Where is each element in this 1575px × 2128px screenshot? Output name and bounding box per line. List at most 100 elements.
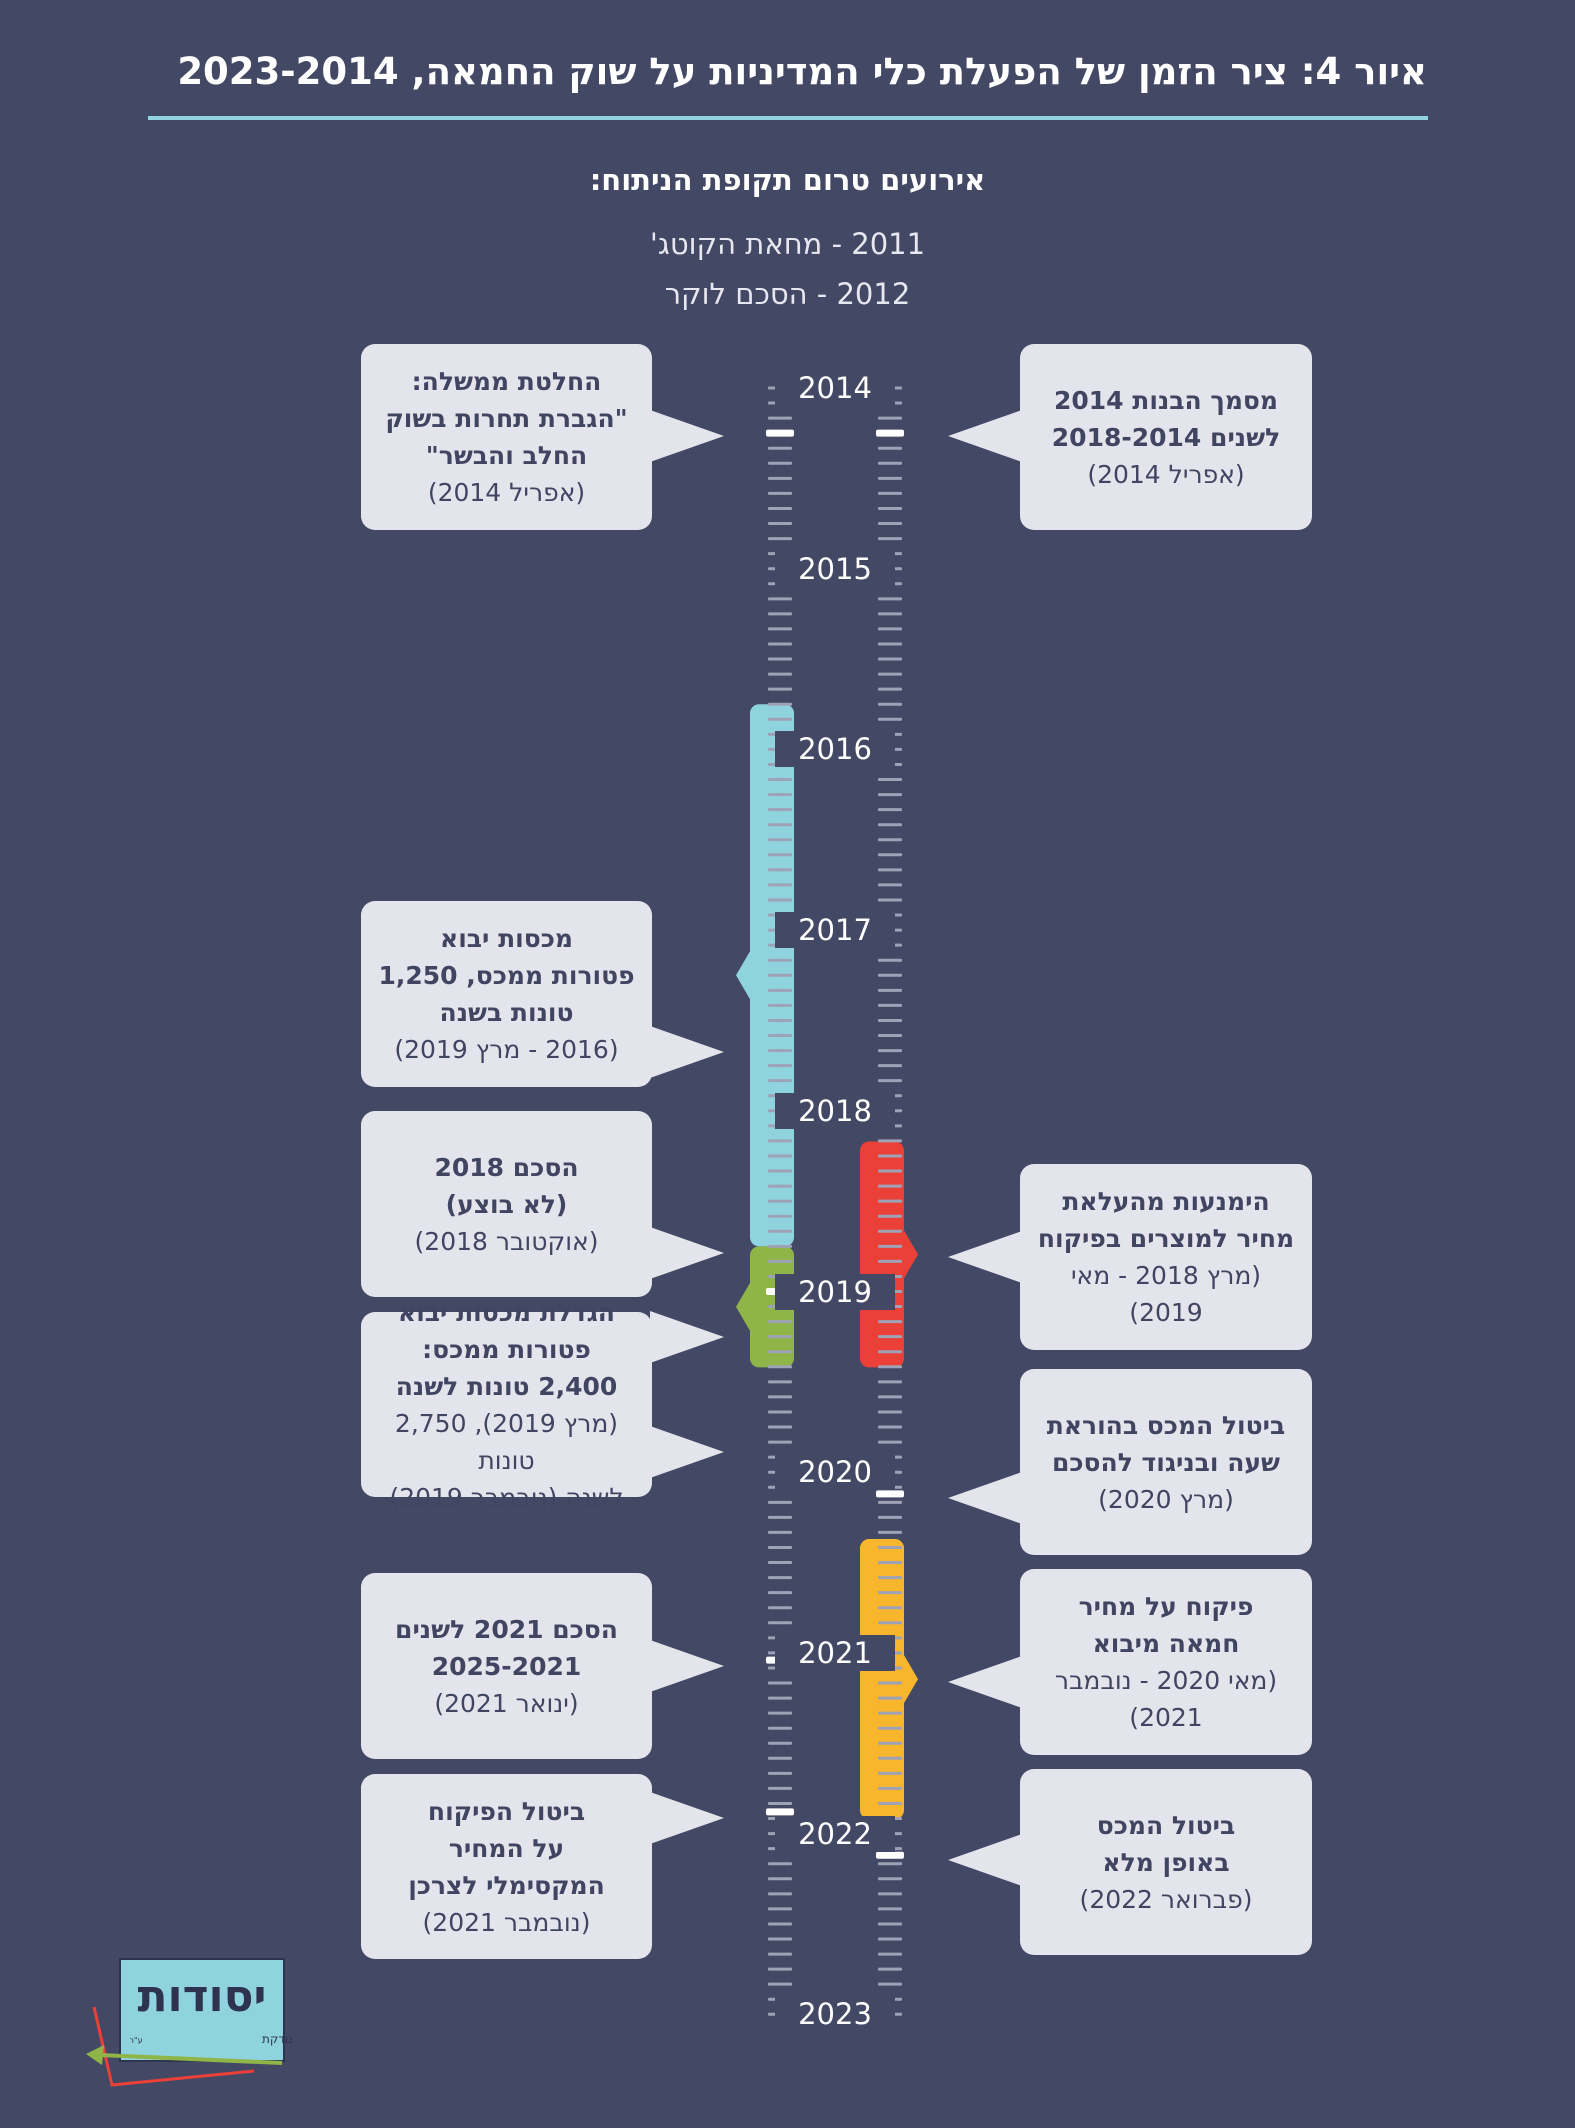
left-rail-tick <box>768 1034 792 1038</box>
right-rail-tick <box>878 1696 902 1700</box>
right-rail-tick <box>878 823 902 827</box>
left-rail-tick <box>768 1440 792 1444</box>
event-card-line: 2021) <box>1129 1703 1203 1732</box>
left-rail-tick <box>768 627 792 631</box>
left-rail-tick <box>768 476 792 480</box>
right-rail-tick <box>878 1425 902 1429</box>
event-card-line: (מרץ 2019), 2,750 טונות <box>394 1408 619 1475</box>
left-rail-tick <box>768 1952 792 1956</box>
right-rail-tick <box>878 1606 902 1610</box>
right-rail-tick <box>878 1350 902 1354</box>
event-card-line: הימנעות מהעלאת <box>1062 1187 1270 1216</box>
event-card-line: על המחיר <box>448 1833 565 1863</box>
right-rail-tick <box>878 642 902 646</box>
left-rail-tick <box>768 1606 792 1610</box>
right-rail-tick <box>878 1741 902 1745</box>
right-rail-tick <box>878 1199 902 1203</box>
right-rail-tick <box>878 898 902 902</box>
left-rail-tick <box>768 1425 792 1429</box>
left-rail-tick <box>768 1410 792 1414</box>
right-rail-tick <box>878 1365 902 1369</box>
event-card-line: המקסימלי לצרכן <box>408 1870 605 1900</box>
right-rail-tick <box>878 1395 902 1399</box>
event-card-line: מכסות יבוא <box>440 924 573 953</box>
left-rail-tick <box>768 1591 792 1595</box>
left-rail-tick <box>768 1967 792 1971</box>
event-card-line: באופן מלא <box>1102 1847 1230 1877</box>
event-card-line: (אפריל 2014) <box>1087 459 1245 489</box>
right-rail-tick <box>878 1440 902 1444</box>
event-card-line: הסכם 2021 לשנים <box>395 1614 618 1644</box>
period-brace-1 <box>736 1282 750 1331</box>
right-rail-tick <box>878 1952 902 1956</box>
left-rail-tick <box>768 1079 792 1083</box>
right-rail-tick <box>878 1515 902 1519</box>
pre-event-2011: 2011 - מחאת הקוטג' <box>649 227 926 261</box>
left-rail-tick <box>768 823 792 827</box>
event-card-line: (פברואר 2022) <box>1079 1884 1253 1914</box>
left-rail-tick <box>768 1756 792 1760</box>
right-rail-tick <box>878 1907 902 1911</box>
right-rail-tick <box>878 702 902 706</box>
left-rail-tick <box>768 642 792 646</box>
left-rail-tick <box>768 491 792 495</box>
event-card-line: (אפריל 2014) <box>427 478 586 507</box>
event-card-line: (נובמבר 2021) <box>422 1907 591 1937</box>
event-card-line: פטורות ממכס, 1,250 <box>378 961 635 990</box>
event-card-line: החלב והבשר" <box>425 441 588 470</box>
left-rail-tick <box>768 853 792 857</box>
right-rail-tick <box>878 1967 902 1971</box>
right-rail-tick <box>878 597 902 601</box>
right-rail-tick <box>878 1169 902 1173</box>
right-rail-tick <box>878 1711 902 1715</box>
left-rail-tick <box>768 883 792 887</box>
year-label-2016: 2016 <box>775 731 895 768</box>
left-rail-tick <box>768 506 792 510</box>
left-rail-tick <box>768 1064 792 1068</box>
right-rail-tick <box>878 1320 902 1324</box>
right-rail-tick <box>878 1214 902 1218</box>
event-card-line: (מאי 2020 - נובמבר <box>1054 1666 1278 1695</box>
event-card-line: פטורות ממכס: <box>422 1334 591 1364</box>
year-label-2015: 2015 <box>775 550 895 587</box>
left-rail-tick <box>768 1199 792 1203</box>
event-card-line: לשנה (נובמבר 2019) <box>389 1482 624 1512</box>
right-rail-tick <box>878 1154 902 1158</box>
event-marker-4 <box>766 1808 794 1816</box>
left-rail-tick <box>768 1365 792 1369</box>
left-rail-tick <box>768 1545 792 1549</box>
left-rail-tick <box>768 1696 792 1700</box>
left-rail-tick <box>768 988 792 992</box>
year-label-2022: 2022 <box>775 1815 895 1852</box>
event-card-line: ביטול הפיקוח <box>427 1796 586 1826</box>
left-rail-tick <box>768 717 792 721</box>
left-rail-tick <box>768 973 792 977</box>
left-rail-tick <box>768 1530 792 1534</box>
event-card-line: שעה ובניגוד להסכם <box>1051 1447 1280 1477</box>
right-event-card-4: ביטול המכס באופן מלא (פברואר 2022) <box>1020 1769 1312 1955</box>
left-event-card-4: הסכם 2021 לשנים 2025-2021 (ינואר 2021) <box>361 1573 652 1759</box>
right-rail-tick <box>878 1018 902 1022</box>
event-marker-5 <box>876 1490 904 1498</box>
event-card-line: ביטול המכס <box>1096 1810 1236 1840</box>
right-rail-tick <box>878 1244 902 1248</box>
left-event-card-5: ביטול הפיקוח על המחיר המקסימלי לצרכן (נובמב… <box>361 1774 652 1959</box>
right-rail-tick <box>878 1621 902 1625</box>
year-label-2023: 2023 <box>775 1996 895 2033</box>
right-rail-tick <box>878 446 902 450</box>
period-bar-3 <box>860 1539 904 1820</box>
right-rail-tick <box>878 687 902 691</box>
logo-small: ע"ר <box>129 2036 142 2045</box>
right-event-card-2: ביטול המכס בהוראת שעה ובניגוד להסכם (מרץ 2… <box>1020 1369 1312 1555</box>
pre-events-heading: אירועים טרום תקופת הניתוח: <box>589 163 986 197</box>
left-rail-tick <box>768 1621 792 1625</box>
pre-event-2012: 2012 - הסכם לוקר <box>664 277 911 311</box>
right-rail-tick <box>878 838 902 842</box>
left-rail-tick <box>768 1576 792 1580</box>
right-rail-tick <box>878 1937 902 1941</box>
left-rail-tick <box>768 657 792 661</box>
left-rail-tick <box>768 1169 792 1173</box>
left-rail-tick <box>768 778 792 782</box>
right-rail-tick <box>878 778 902 782</box>
right-event-card-1: הימנעות מהעלאת מחיר למוצרים בפיקוח (מרץ 20… <box>1020 1164 1312 1350</box>
